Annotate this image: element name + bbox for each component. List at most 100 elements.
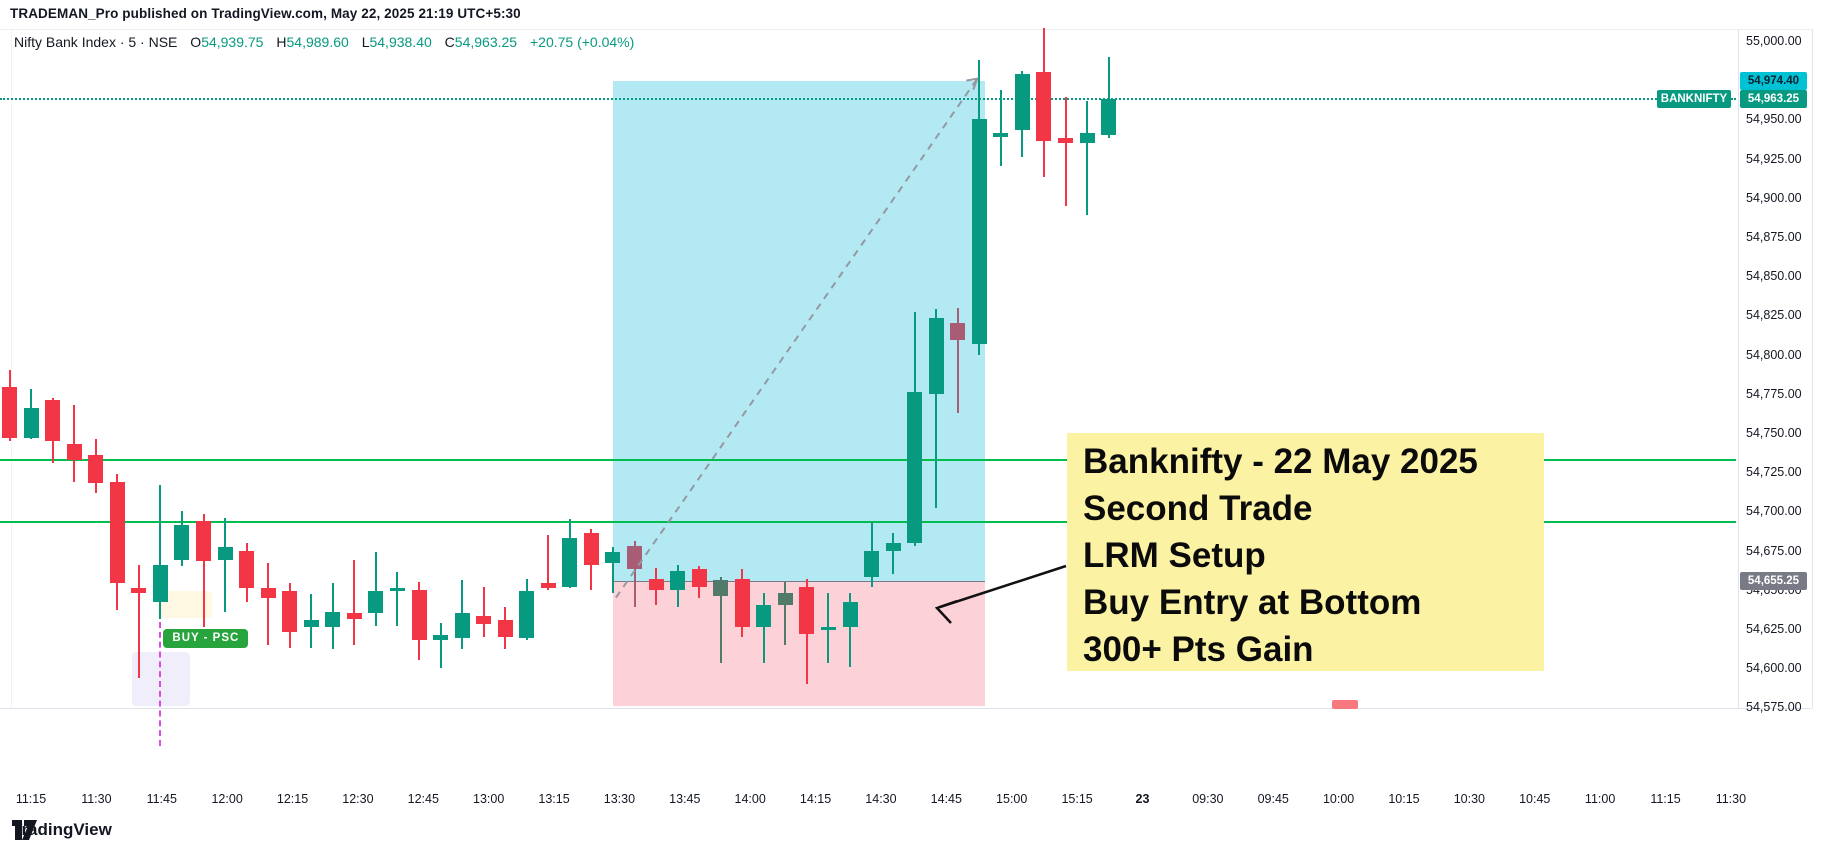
time-tick-label[interactable]: 13:00 [473,792,505,806]
candle[interactable] [756,605,772,628]
candle-wick [999,89,1002,167]
candle[interactable] [670,570,686,590]
candle[interactable] [562,537,578,587]
candle[interactable] [454,613,470,639]
time-tick-label[interactable]: 09:45 [1257,792,1289,806]
candle[interactable] [368,591,384,614]
candle[interactable] [777,592,793,606]
candle[interactable] [993,133,1009,137]
candle[interactable] [864,550,880,578]
candle[interactable] [885,542,901,551]
time-tick-label[interactable]: 10:30 [1453,792,1485,806]
candle[interactable] [131,588,147,593]
time-tick-label[interactable]: 11:45 [146,792,177,806]
time-tick-label[interactable]: 10:15 [1388,792,1420,806]
time-tick-label[interactable]: 13:15 [538,792,570,806]
candle[interactable] [691,569,707,587]
candle[interactable] [282,591,298,633]
candle[interactable] [109,481,125,584]
candle[interactable] [88,454,104,484]
candle[interactable] [583,533,599,565]
high-value: 54,989.60 [286,34,349,50]
time-tick-label[interactable]: 12:45 [407,792,439,806]
time-tick-label[interactable]: 10:00 [1322,792,1355,806]
candle[interactable] [303,619,319,628]
buy-signal-badge[interactable]: BUY - PSC [163,628,249,648]
candle[interactable] [325,611,341,628]
risk-zone[interactable] [612,581,986,706]
time-tick-label[interactable]: 15:15 [1061,792,1093,806]
time-tick-label[interactable]: 11:15 [1650,792,1681,806]
price-tick-label: 54,900.00 [1746,190,1802,205]
time-tick-label[interactable]: 23 [1135,792,1150,806]
candle[interactable] [1036,72,1052,142]
candle[interactable] [842,602,858,628]
candle[interactable] [734,578,750,628]
candle[interactable] [152,564,168,603]
candle[interactable] [260,588,276,598]
candle[interactable] [950,323,966,341]
candle[interactable] [519,591,535,639]
time-tick-label[interactable]: 11:30 [81,792,112,806]
session-start-line [11,29,12,708]
trade-note[interactable]: Banknifty - 22 May 2025 Second Trade LRM S… [1067,433,1544,671]
candle[interactable] [174,525,190,560]
candle[interactable] [540,583,556,589]
candle[interactable] [799,586,815,634]
time-tick-label[interactable]: 14:45 [930,792,962,806]
candle[interactable] [411,589,427,640]
candle[interactable] [45,400,61,441]
time-tick-label[interactable]: 14:15 [799,792,832,806]
time-tick-label[interactable]: 11:30 [1715,792,1747,806]
candle[interactable] [713,580,729,596]
candle[interactable] [627,545,642,570]
time-tick-label[interactable]: 12:15 [276,792,309,806]
time-tick-label[interactable]: 11:15 [15,792,47,806]
price-tick-label: 54,850.00 [1746,269,1802,284]
candle[interactable] [648,578,664,590]
time-tick-label[interactable]: 13:30 [603,792,636,806]
candle[interactable] [217,547,233,560]
candle[interactable] [497,619,513,637]
candle[interactable] [346,613,362,620]
candle[interactable] [1079,133,1095,143]
candle[interactable] [66,443,82,460]
candle[interactable] [389,588,405,592]
time-tick-label[interactable]: 13:45 [669,792,701,806]
candle[interactable] [239,550,255,589]
price-tick-label: 54,925.00 [1746,151,1802,166]
candle[interactable] [196,520,211,562]
candle[interactable] [23,407,39,438]
candle[interactable] [433,635,449,640]
candle[interactable] [971,119,987,344]
price-tick-label: 54,700.00 [1746,504,1802,519]
candle[interactable] [1058,138,1073,143]
candle[interactable] [820,627,836,631]
price-tick-label: 54,800.00 [1746,347,1802,362]
time-tick-label[interactable]: 12:30 [342,792,374,806]
candle[interactable] [476,616,492,625]
price-tick-label: 54,950.00 [1746,112,1802,127]
candle-wick [267,563,270,645]
time-tick-label[interactable]: 14:30 [865,792,897,806]
tradingview-logo[interactable]: TradingView [12,820,112,840]
close-label: C [444,34,455,50]
candle[interactable] [2,387,18,438]
time-tick-label[interactable]: 10:45 [1519,792,1551,806]
time-tick-label[interactable]: 09:30 [1192,792,1224,806]
candle[interactable] [605,552,621,564]
time-tick-label[interactable]: 11:00 [1584,792,1616,806]
time-tick-label[interactable]: 14:00 [734,792,766,806]
candle-wick [611,547,614,593]
chart-legend[interactable]: Nifty Bank Index · 5 · NSE O54,939.75 H5… [14,34,634,50]
candle[interactable] [928,318,944,394]
candle[interactable] [907,392,923,543]
price-tick-label: 54,725.00 [1746,465,1802,480]
candle[interactable] [1101,98,1117,136]
time-tick-label[interactable]: 12:00 [211,792,243,806]
candle-wick [892,533,895,575]
time-tick-label[interactable]: 15:00 [996,792,1028,806]
signal-vertical-line [159,621,162,746]
candle[interactable] [1014,73,1030,131]
